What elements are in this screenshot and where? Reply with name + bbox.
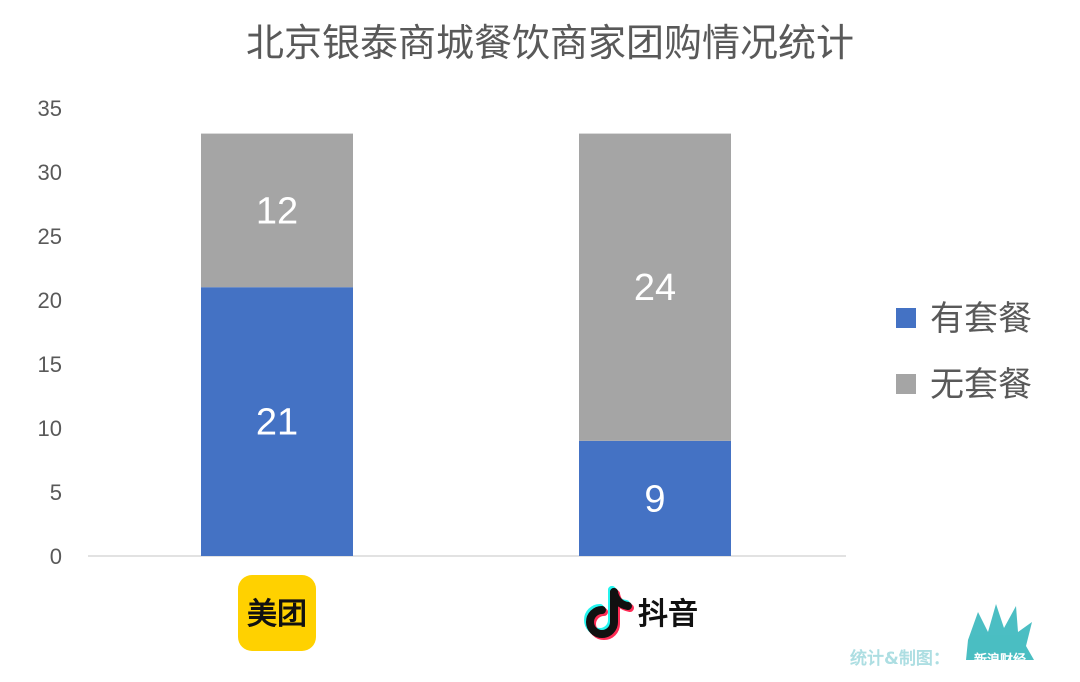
chart-title: 北京银泰商城餐饮商家团购情况统计	[246, 21, 854, 65]
data-label: 12	[256, 190, 298, 232]
legend: 有套餐 无套餐	[896, 299, 1032, 405]
data-label: 24	[634, 267, 676, 309]
watermark-text: 统计&制图：	[850, 648, 950, 669]
watermark-logo-text: 新浪财经	[974, 652, 1026, 668]
y-tick-label: 30	[38, 160, 62, 185]
y-tick-label: 0	[50, 544, 62, 569]
x-label-douyin: 抖音	[584, 586, 698, 640]
legend-label-has-package: 有套餐	[930, 299, 1032, 339]
y-tick-label: 20	[38, 288, 62, 313]
bar-segment	[579, 133, 731, 441]
douyin-label: 抖音	[638, 597, 698, 632]
bars	[201, 133, 731, 556]
meituan-logo-text: 美团	[247, 597, 307, 632]
y-tick-label: 25	[38, 224, 62, 249]
watermark-logo-icon	[966, 604, 1034, 660]
x-label-meituan: 美团	[238, 575, 316, 651]
data-label: 21	[256, 402, 298, 444]
y-tick-label: 10	[38, 416, 62, 441]
y-axis: 0 5 10 15 20 25 30 35	[38, 96, 62, 569]
douyin-note-icon	[584, 586, 634, 640]
bar-segment	[201, 133, 353, 288]
legend-label-no-package: 无套餐	[930, 365, 1032, 405]
bar-segment	[201, 287, 353, 556]
bar-segment	[579, 440, 731, 556]
legend-swatch-has-package	[896, 308, 916, 328]
watermark: 统计&制图： 新浪财经	[850, 604, 1034, 669]
y-tick-label: 15	[38, 352, 62, 377]
data-labels: 21 12 9 24	[256, 190, 676, 520]
y-tick-label: 35	[38, 96, 62, 121]
data-label: 9	[644, 478, 665, 520]
meituan-logo-icon	[238, 575, 316, 651]
y-tick-label: 5	[50, 480, 62, 505]
legend-swatch-no-package	[896, 374, 916, 394]
